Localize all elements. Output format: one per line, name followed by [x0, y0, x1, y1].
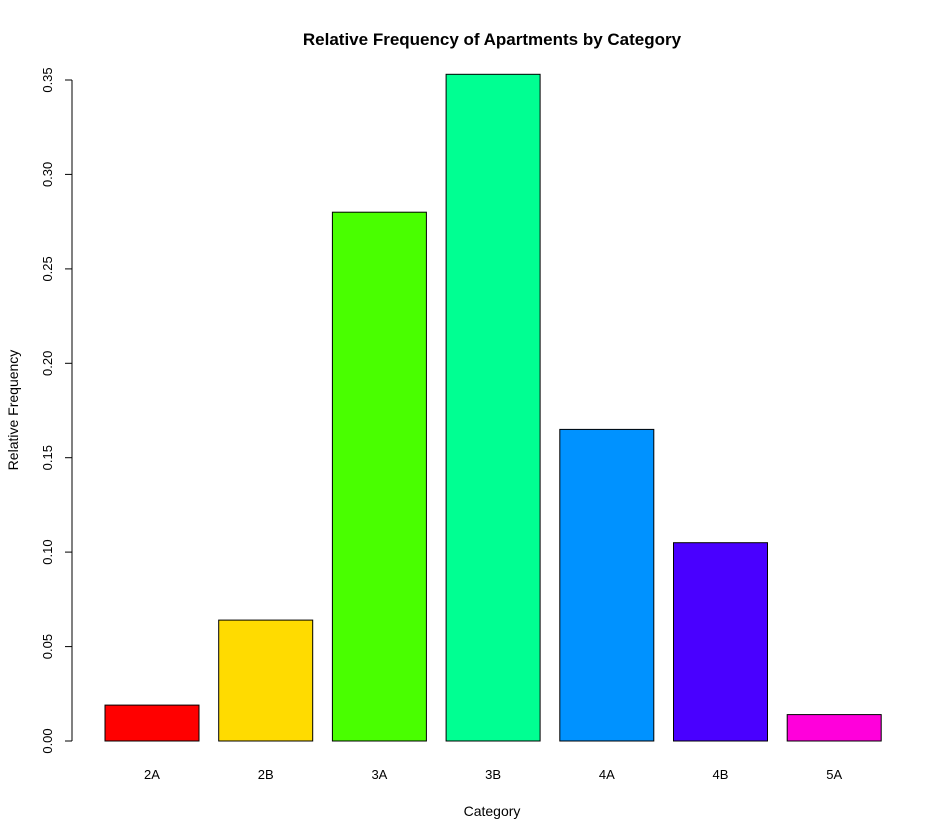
x-tick-label-3a: 3A	[371, 767, 387, 782]
x-axis-label: Category	[464, 803, 521, 819]
y-axis-label: Relative Frequency	[5, 350, 21, 471]
x-tick-label-2b: 2B	[258, 767, 274, 782]
y-tick-label-0.30: 0.30	[40, 162, 55, 187]
y-tick-label-0.15: 0.15	[40, 445, 55, 470]
bar-5a	[786, 714, 882, 742]
bars-group	[104, 73, 882, 742]
x-tick-label-3b: 3B	[485, 767, 501, 782]
y-tick-label-0.05: 0.05	[40, 634, 55, 659]
y-tick-label-0.10: 0.10	[40, 539, 55, 564]
bar-2a	[104, 704, 200, 742]
x-tick-labels: 2A 2B 3A 3B 4A 4B 5A	[144, 767, 842, 782]
bar-4b	[673, 542, 768, 742]
bar-4a	[559, 428, 655, 742]
chart-title: Relative Frequency of Apartments by Cate…	[303, 30, 682, 49]
bar-2b	[218, 619, 314, 742]
y-tick-label-0.35: 0.35	[40, 67, 55, 92]
y-tick-label-0.20: 0.20	[40, 351, 55, 376]
y-axis: 0.00 0.05 0.10 0.15 0.20 0.25 0.30 0.35	[40, 67, 73, 754]
y-tick-label-0.00: 0.00	[40, 728, 55, 753]
x-tick-label-2a: 2A	[144, 767, 160, 782]
x-tick-label-4a: 4A	[599, 767, 615, 782]
bar-3a	[331, 211, 427, 742]
x-tick-label-4b: 4B	[713, 767, 729, 782]
x-tick-label-5a: 5A	[826, 767, 842, 782]
y-tick-label-0.25: 0.25	[40, 256, 55, 281]
bar-3b	[445, 73, 541, 742]
